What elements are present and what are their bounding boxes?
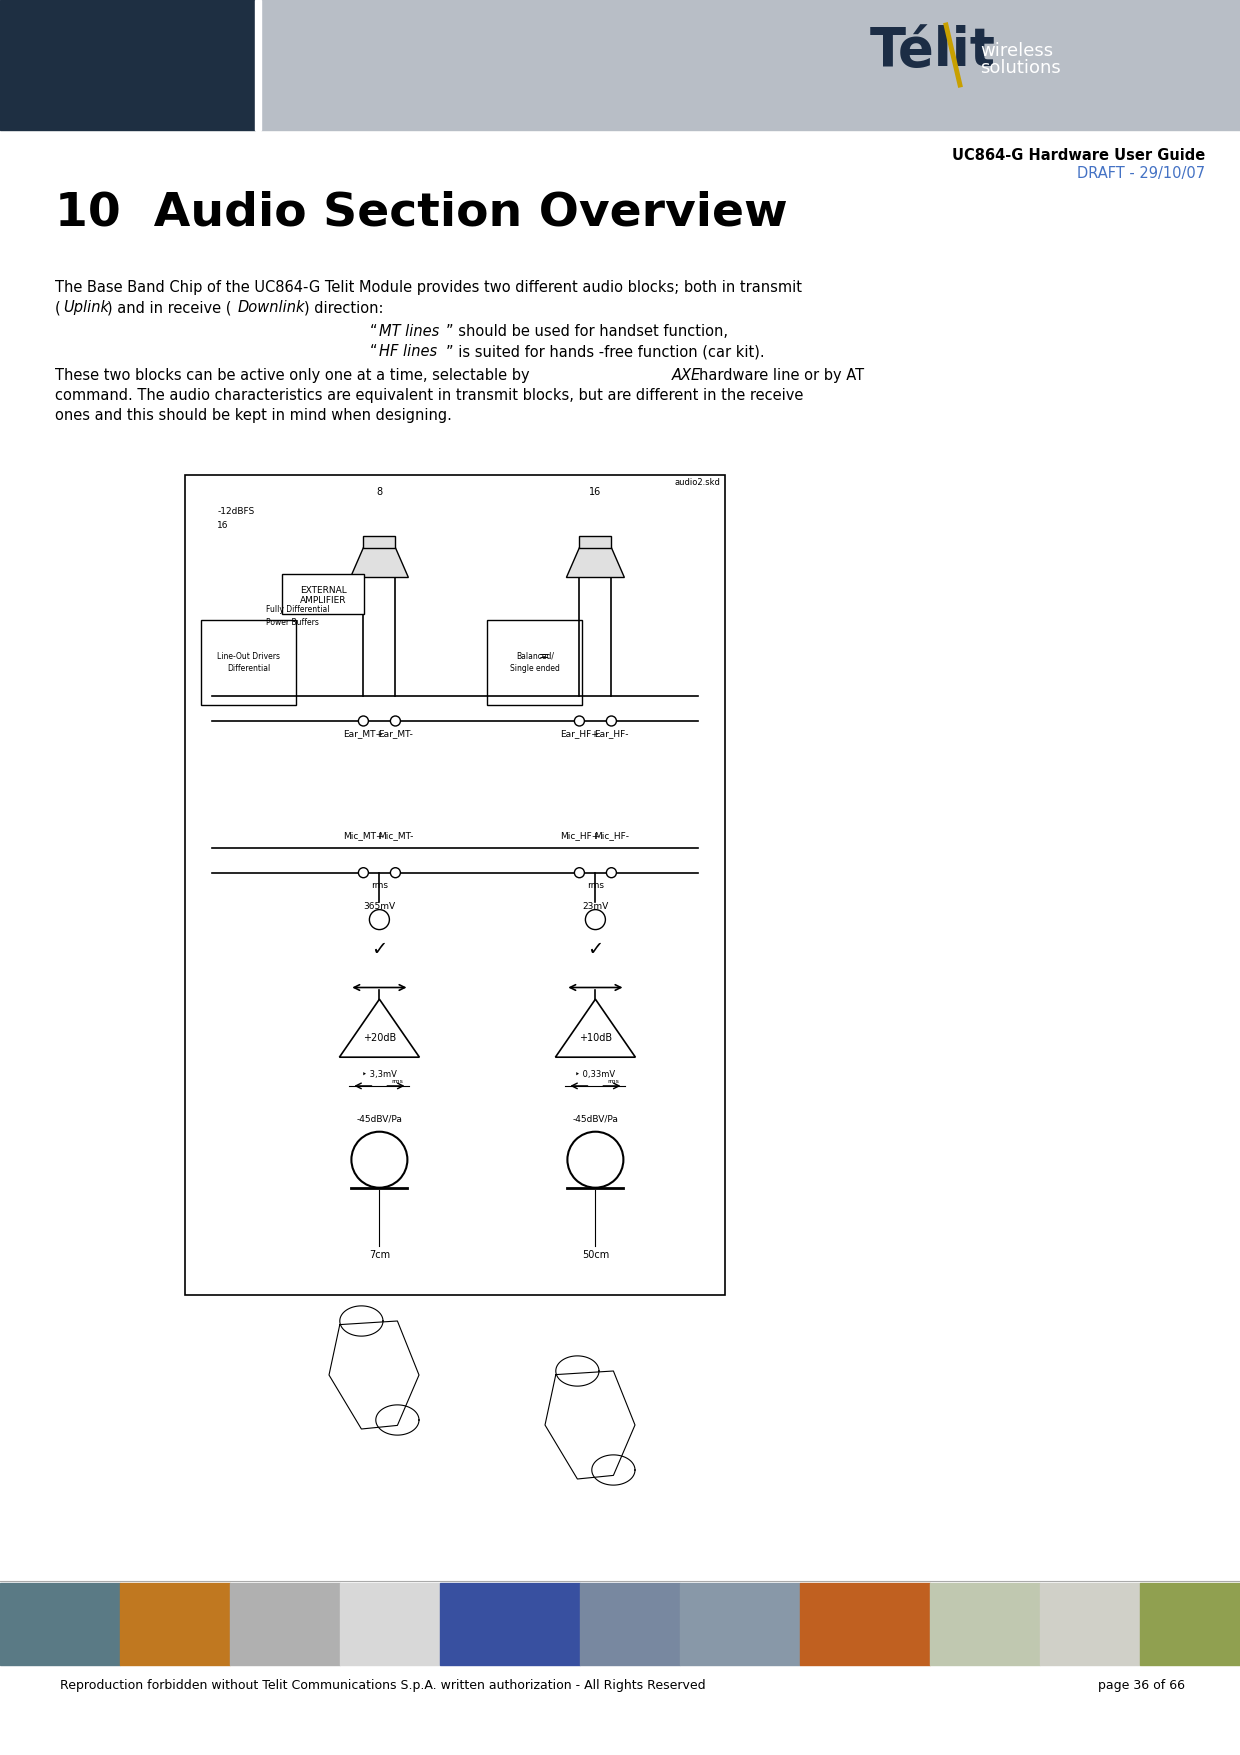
Text: Ear_HF-: Ear_HF- [594, 728, 629, 739]
Text: wireless: wireless [980, 42, 1053, 60]
Circle shape [574, 867, 584, 878]
Circle shape [370, 909, 389, 930]
Text: The Base Band Chip of the UC864-G Telit Module provides two different audio bloc: The Base Band Chip of the UC864-G Telit … [55, 281, 802, 295]
Text: ” is suited for hands -free function (car kit).: ” is suited for hands -free function (ca… [446, 344, 765, 360]
Circle shape [391, 867, 401, 878]
Text: -45dBV/Pa: -45dBV/Pa [573, 1114, 619, 1123]
Circle shape [568, 1132, 624, 1188]
Bar [487, 620, 583, 704]
Text: 23mV: 23mV [583, 902, 609, 911]
Text: Mic_MT+: Mic_MT+ [343, 832, 383, 841]
Text: EXTERNAL: EXTERNAL [300, 586, 346, 595]
Polygon shape [567, 548, 625, 577]
Text: audio2.skd: audio2.skd [675, 477, 720, 486]
Text: 7cm: 7cm [368, 1250, 389, 1260]
Text: 8: 8 [376, 488, 382, 497]
Bar [340, 1583, 440, 1665]
Text: Uplink: Uplink [63, 300, 109, 314]
Text: HF lines: HF lines [379, 344, 438, 360]
Text: +20dB: +20dB [363, 1034, 396, 1042]
Text: “: “ [370, 344, 377, 360]
Text: Line-Out Drivers: Line-Out Drivers [217, 651, 280, 660]
Bar [255, 0, 260, 130]
Text: Mic_MT-: Mic_MT- [378, 832, 413, 841]
Text: 16: 16 [217, 521, 229, 530]
Circle shape [351, 1132, 408, 1188]
Text: ones and this should be kept in mind when designing.: ones and this should be kept in mind whe… [55, 407, 451, 423]
Text: These two blocks can be active only one at a time, selectable by: These two blocks can be active only one … [55, 369, 534, 383]
Polygon shape [351, 548, 408, 577]
Bar [260, 0, 1240, 130]
Text: Ear_MT-: Ear_MT- [378, 728, 413, 739]
Text: ) direction:: ) direction: [304, 300, 383, 314]
Bar [185, 476, 725, 1295]
Text: ✓: ✓ [588, 941, 604, 960]
Bar [0, 1583, 120, 1665]
Text: AMPLIFIER: AMPLIFIER [300, 597, 346, 605]
Text: ‣ 0,33mV: ‣ 0,33mV [575, 1071, 615, 1079]
Text: Power Buffers: Power Buffers [267, 618, 319, 627]
Text: -45dBV/Pa: -45dBV/Pa [356, 1114, 402, 1123]
Text: command. The audio characteristics are equivalent in transmit blocks, but are di: command. The audio characteristics are e… [55, 388, 804, 404]
Bar [283, 574, 365, 614]
Bar [580, 1583, 680, 1665]
Text: ‣ 3,3mV: ‣ 3,3mV [362, 1071, 397, 1079]
Text: Ear_MT+: Ear_MT+ [343, 728, 383, 739]
Text: Balanced/: Balanced/ [516, 651, 554, 660]
Polygon shape [340, 999, 419, 1057]
Text: Mic_HF-: Mic_HF- [594, 832, 629, 841]
Text: 365mV: 365mV [363, 902, 396, 911]
Text: ” should be used for handset function,: ” should be used for handset function, [446, 325, 728, 339]
Bar [120, 1583, 229, 1665]
Text: Downlink: Downlink [238, 300, 305, 314]
Text: Mic_HF+: Mic_HF+ [559, 832, 599, 841]
Bar [440, 1583, 580, 1665]
Circle shape [606, 716, 616, 727]
Circle shape [358, 867, 368, 878]
Text: rms: rms [608, 1079, 619, 1085]
Circle shape [585, 909, 605, 930]
Text: 50cm: 50cm [582, 1250, 609, 1260]
Bar [800, 1583, 930, 1665]
Text: ) and in receive (: ) and in receive ( [107, 300, 232, 314]
Text: Fully Differential: Fully Differential [267, 605, 330, 614]
Text: +10dB: +10dB [579, 1034, 613, 1042]
Text: rms: rms [392, 1079, 403, 1085]
Bar [930, 1583, 1040, 1665]
Text: page 36 of 66: page 36 of 66 [1097, 1678, 1185, 1692]
Text: AXE: AXE [672, 369, 702, 383]
Bar [1040, 1583, 1140, 1665]
Text: MT lines: MT lines [379, 325, 439, 339]
Bar [680, 1583, 800, 1665]
Polygon shape [556, 999, 635, 1057]
Text: 16: 16 [589, 488, 601, 497]
Bar [201, 620, 296, 704]
Text: hardware line or by AT: hardware line or by AT [699, 369, 864, 383]
Text: =: = [534, 649, 549, 663]
Circle shape [391, 716, 401, 727]
Text: UC864-G Hardware User Guide: UC864-G Hardware User Guide [952, 147, 1205, 163]
Text: solutions: solutions [980, 60, 1060, 77]
Bar [229, 1583, 340, 1665]
Circle shape [358, 716, 368, 727]
Circle shape [574, 716, 584, 727]
Text: Differential: Differential [227, 663, 270, 672]
Text: “: “ [370, 325, 377, 339]
Text: Télit: Télit [870, 25, 996, 77]
Bar [579, 535, 611, 548]
Text: -12dBFS: -12dBFS [217, 507, 254, 516]
Bar [0, 0, 255, 130]
Text: rms: rms [587, 881, 604, 890]
Text: ✓: ✓ [371, 941, 388, 960]
Circle shape [606, 867, 616, 878]
Text: (: ( [55, 300, 61, 314]
Text: Ear_HF+: Ear_HF+ [560, 728, 599, 739]
Bar [1140, 1583, 1240, 1665]
Bar [363, 535, 396, 548]
Text: rms: rms [371, 881, 388, 890]
Text: 10  Audio Section Overview: 10 Audio Section Overview [55, 190, 787, 235]
Text: DRAFT - 29/10/07: DRAFT - 29/10/07 [1076, 167, 1205, 181]
Text: Single ended: Single ended [510, 663, 559, 672]
Text: Reproduction forbidden without Telit Communications S.p.A. written authorization: Reproduction forbidden without Telit Com… [60, 1678, 706, 1692]
